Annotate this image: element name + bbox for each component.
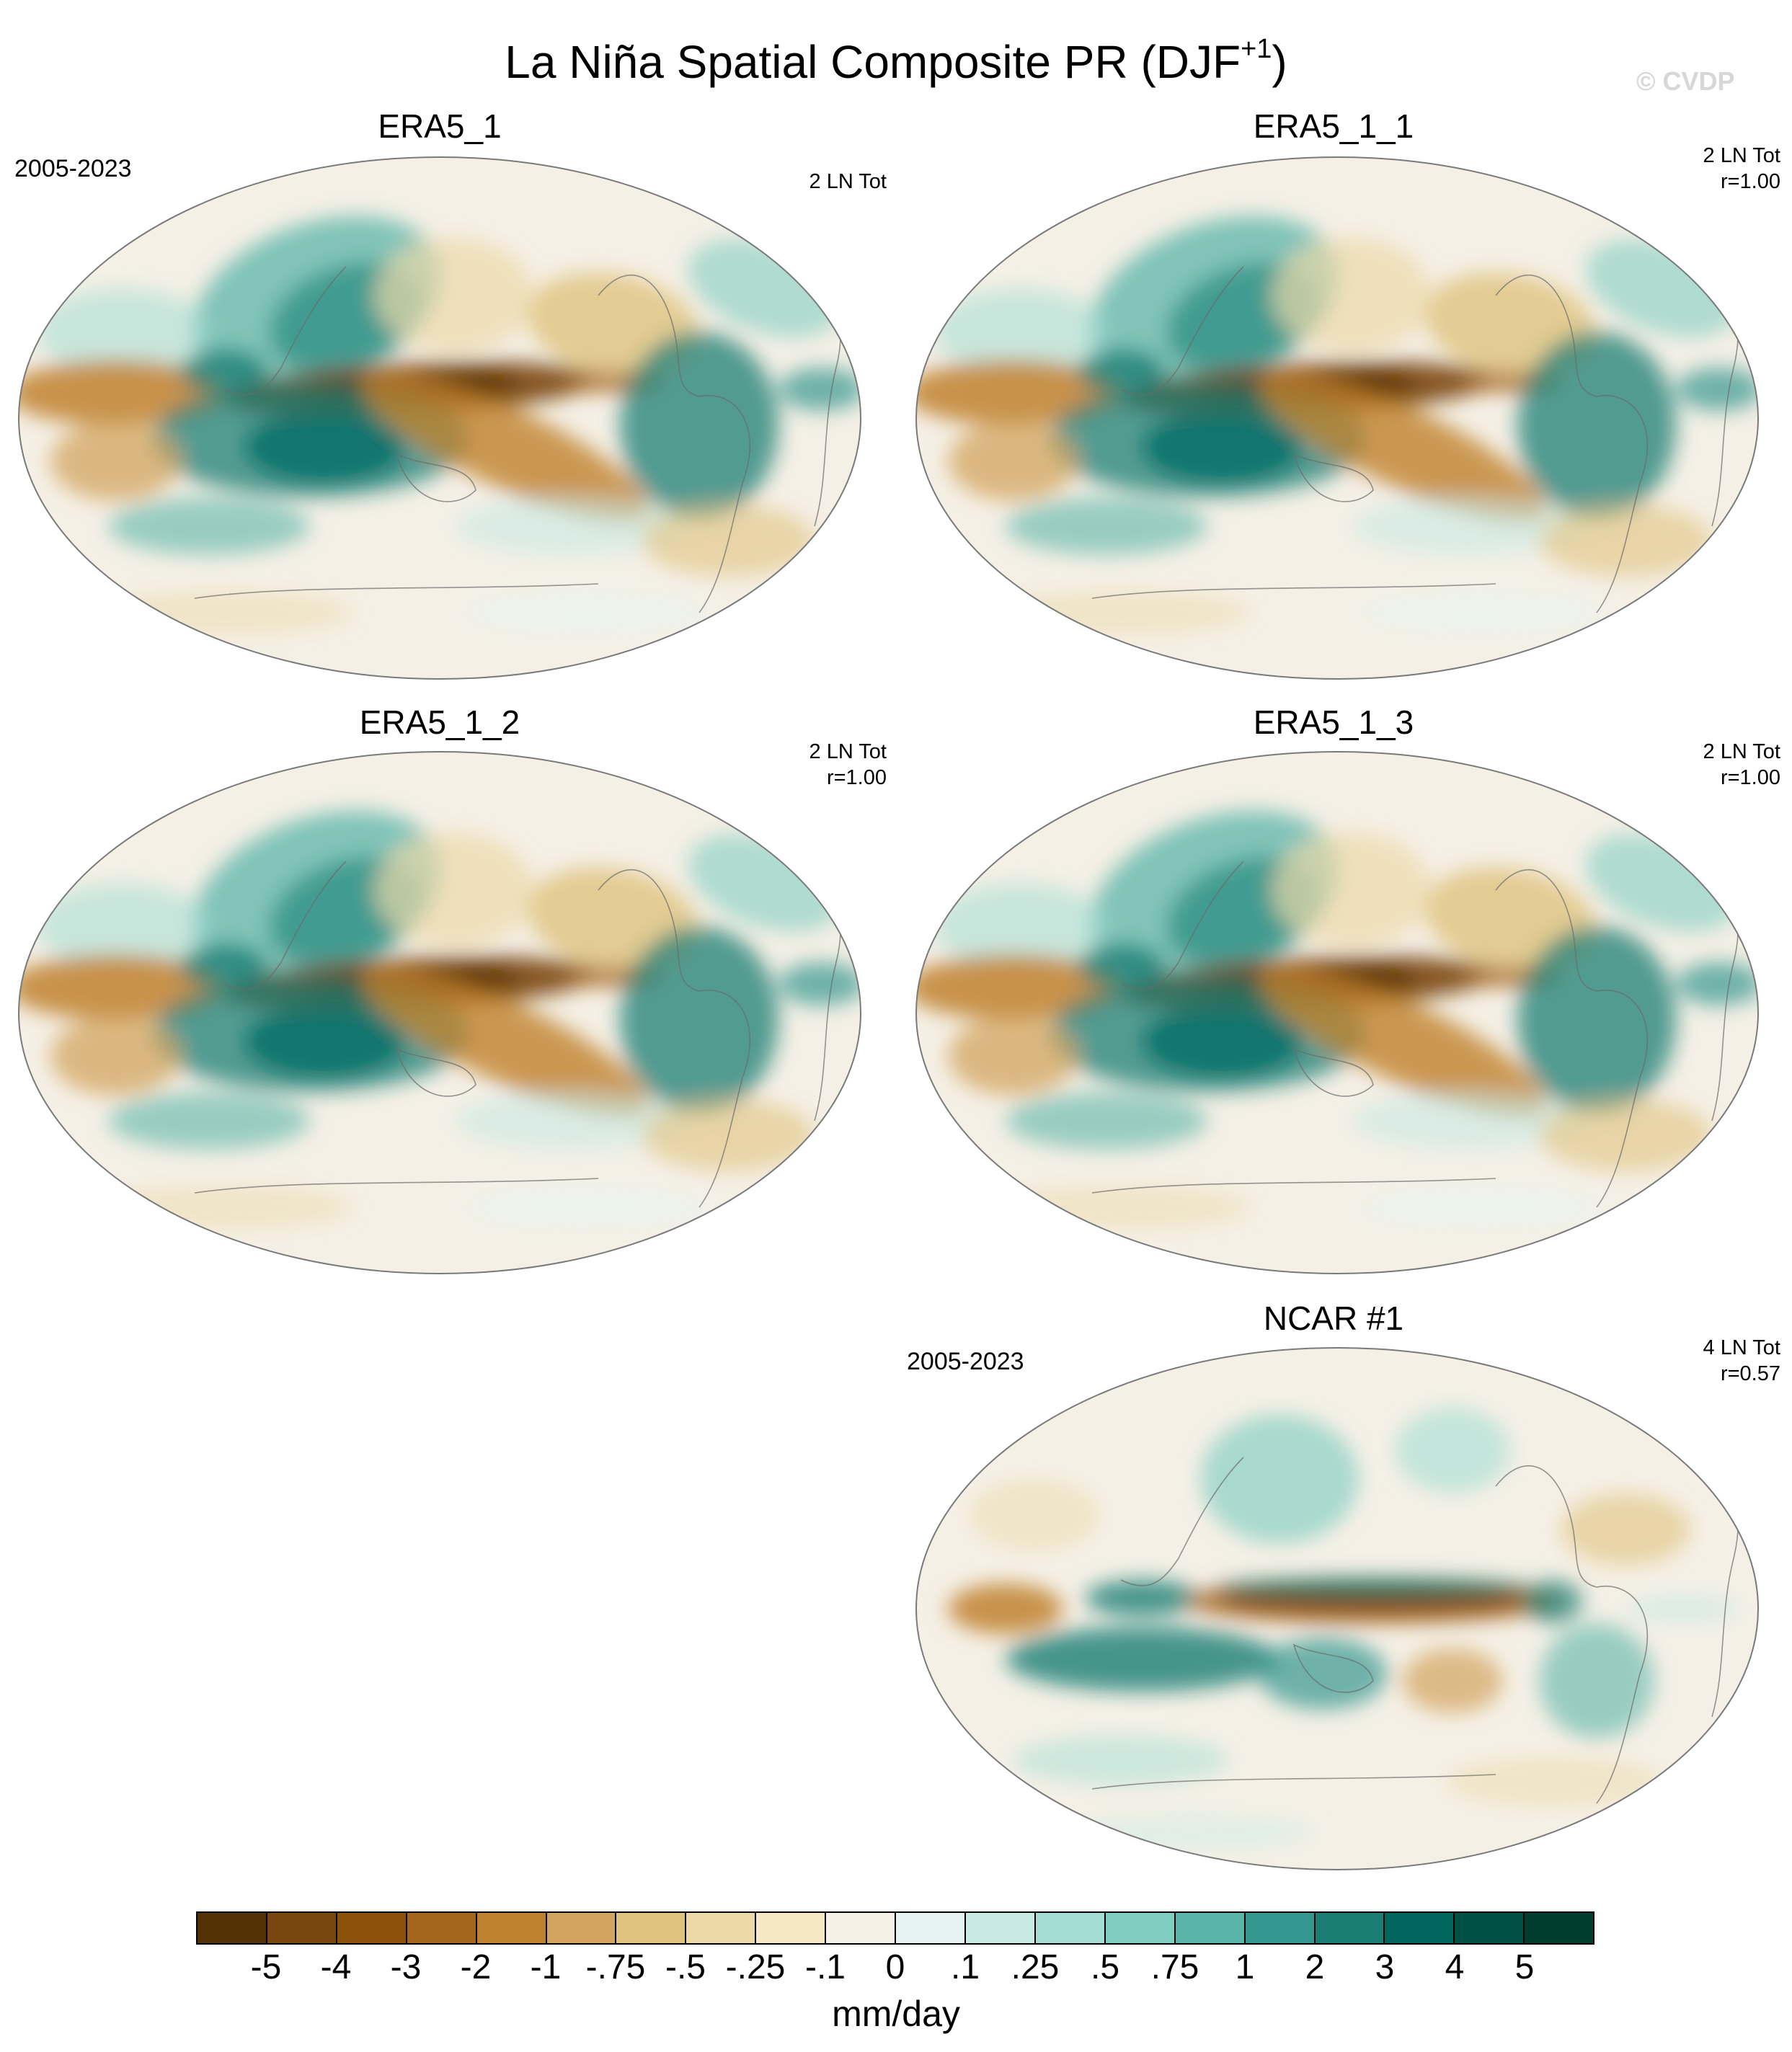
watermark: © CVDP xyxy=(1636,66,1735,96)
colorbar-swatch xyxy=(756,1913,827,1943)
colorbar-swatch xyxy=(1105,1913,1176,1943)
panel-period-p5: 2005-2023 xyxy=(907,1348,1024,1375)
panel-stats-p1: 2 LN Tot xyxy=(670,169,887,195)
colorbar-tick-label: -4 xyxy=(320,1948,352,1986)
colorbar-swatch xyxy=(1035,1913,1106,1943)
colorbar-swatch xyxy=(337,1913,407,1943)
panel-title-p1: ERA5_1 xyxy=(378,107,502,145)
panel-title-p2: ERA5_1_1 xyxy=(1253,107,1414,145)
colorbar-swatch xyxy=(267,1913,337,1943)
map-panel-p3 xyxy=(17,750,862,1275)
colorbar-tick-label: 0 xyxy=(885,1948,905,1986)
colorbar-swatch xyxy=(198,1913,267,1943)
panel-stats-line2-p4: r=1.00 xyxy=(1720,766,1780,789)
colorbar-tick-label: -2 xyxy=(460,1948,492,1986)
panel-stats-p2: 2 LN Tot r=1.00 xyxy=(1564,143,1780,195)
colorbar-tick-label: .1 xyxy=(950,1948,980,1986)
map-panel-p4 xyxy=(915,750,1760,1275)
panel-stats-line2-p5: r=0.57 xyxy=(1720,1362,1780,1385)
panel-period-p1: 2005-2023 xyxy=(14,155,132,182)
colorbar-tick-label: -1 xyxy=(530,1948,562,1986)
colorbar-units: mm/day xyxy=(832,1994,960,2034)
colorbar-tick-label: -3 xyxy=(390,1948,422,1986)
colorbar-swatch xyxy=(686,1913,757,1943)
colorbar-swatch xyxy=(826,1913,897,1943)
panel-title-p3: ERA5_1_2 xyxy=(359,703,520,741)
panel-stats-p4: 2 LN Tot r=1.00 xyxy=(1564,739,1780,791)
panel-stats-p3: 2 LN Tot r=1.00 xyxy=(670,739,887,791)
colorbar-swatch xyxy=(965,1913,1036,1943)
colorbar-tick-label: 3 xyxy=(1375,1948,1395,1986)
colorbar-tick-label: -5 xyxy=(250,1948,282,1986)
colorbar-swatch xyxy=(476,1913,547,1943)
colorbar-tick-label: -.25 xyxy=(725,1948,786,1986)
figure-title: La Niña Spatial Composite PR (DJF+1) xyxy=(0,20,1792,91)
figure-title-text: La Niña Spatial Composite PR (DJF xyxy=(505,36,1241,88)
figure-title-close: ) xyxy=(1272,36,1287,88)
panel-stats-line2-p3: r=1.00 xyxy=(826,766,887,789)
colorbar-tick-label: 2 xyxy=(1305,1948,1325,1986)
panel-stats-p5: 4 LN Tot r=0.57 xyxy=(1564,1335,1780,1387)
panel-stats-line2-p2: r=1.00 xyxy=(1720,170,1780,193)
panel-title-p4: ERA5_1_3 xyxy=(1253,703,1414,741)
colorbar-tick-label: -.75 xyxy=(585,1948,646,1986)
colorbar-tick-label: 1 xyxy=(1235,1948,1255,1986)
map-panel-p1 xyxy=(17,156,862,680)
colorbar-tick-label: -.1 xyxy=(804,1948,846,1986)
colorbar-swatch xyxy=(1245,1913,1316,1943)
panel-stats-line1-p4: 2 LN Tot xyxy=(1703,740,1780,763)
figure-title-superscript: +1 xyxy=(1241,34,1272,64)
panel-stats-line1-p5: 4 LN Tot xyxy=(1703,1336,1780,1359)
colorbar-tick-label: .5 xyxy=(1090,1948,1120,1986)
colorbar-tick-label: 5 xyxy=(1514,1948,1535,1986)
colorbar-swatch xyxy=(1315,1913,1385,1943)
colorbar-tick-label: -.5 xyxy=(665,1948,706,1986)
colorbar-tick-label: 4 xyxy=(1445,1948,1465,1986)
map-panel-p2 xyxy=(915,156,1760,680)
panel-stats-line1-p2: 2 LN Tot xyxy=(1703,144,1780,167)
colorbar-tick-label: .25 xyxy=(1011,1948,1060,1986)
colorbar-swatch xyxy=(896,1913,966,1943)
panel-stats-line1-p3: 2 LN Tot xyxy=(809,740,887,763)
colorbar-swatch xyxy=(1175,1913,1246,1943)
colorbar xyxy=(196,1911,1594,1945)
panel-stats-line1-p1: 2 LN Tot xyxy=(809,170,887,193)
map-panel-p5 xyxy=(915,1346,1760,1871)
colorbar-swatch xyxy=(546,1913,617,1943)
colorbar-swatch xyxy=(616,1913,687,1943)
colorbar-swatch xyxy=(1525,1913,1594,1943)
colorbar-tick-label: .75 xyxy=(1150,1948,1199,1986)
colorbar-swatch xyxy=(1385,1913,1455,1943)
colorbar-swatch xyxy=(1455,1913,1525,1943)
panel-title-p5: NCAR #1 xyxy=(1263,1300,1404,1337)
colorbar-swatch xyxy=(407,1913,477,1943)
